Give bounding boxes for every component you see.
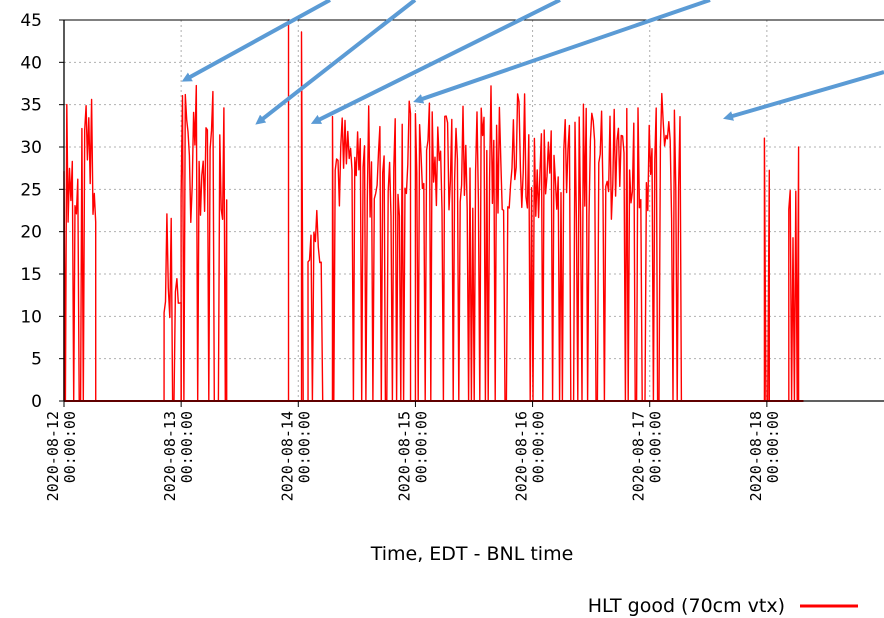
annotation-layer (181, 0, 884, 125)
annotation-arrow (723, 70, 884, 121)
series-segment (788, 146, 800, 402)
x-tick-label-date: 2020-08-15 (395, 411, 413, 501)
annotation-arrow (255, 0, 417, 125)
y-tick-label: 15 (20, 265, 42, 285)
y-tick-label: 30 (20, 138, 42, 158)
legend-label: HLT good (70cm vtx) (588, 595, 785, 617)
y-tick-label: 25 (20, 180, 42, 200)
x-tick-label-time: 00:00:00 (61, 411, 79, 483)
x-tick-label-time: 00:00:00 (647, 411, 665, 483)
legend: HLT good (70cm vtx) (588, 595, 858, 617)
x-tick-label-time: 00:00:00 (764, 411, 782, 483)
y-tick-label: 0 (31, 392, 42, 412)
series-segment (331, 100, 412, 402)
y-tick-label: 10 (20, 307, 42, 327)
y-tick-label: 40 (20, 53, 42, 73)
annotation-arrow (310, 0, 561, 124)
y-tick-label: 35 (20, 96, 42, 116)
y-tick-label: 5 (31, 350, 42, 370)
x-tick-label-date: 2020-08-16 (513, 411, 531, 501)
annotation-arrow (181, 0, 331, 82)
x-tick-label-time: 00:00:00 (178, 411, 196, 483)
x-tick-label-date: 2020-08-13 (161, 411, 179, 501)
y-tick-label: 45 (20, 11, 42, 31)
annotation-arrow (413, 0, 711, 104)
x-tick-label-date: 2020-08-18 (747, 411, 765, 501)
x-tick-label-time: 00:00:00 (530, 411, 548, 483)
series-segment (180, 84, 228, 402)
x-tick-label-time: 00:00:00 (295, 411, 313, 483)
x-tick-label-date: 2020-08-17 (630, 411, 648, 501)
x-tick-label-date: 2020-08-12 (44, 411, 62, 501)
x-axis-label: Time, EDT - BNL time (370, 543, 574, 565)
x-tick-label-date: 2020-08-14 (278, 411, 296, 501)
y-tick-label: 20 (20, 223, 42, 243)
x-tick-label-time: 00:00:00 (412, 411, 430, 483)
series-segment (307, 209, 324, 402)
